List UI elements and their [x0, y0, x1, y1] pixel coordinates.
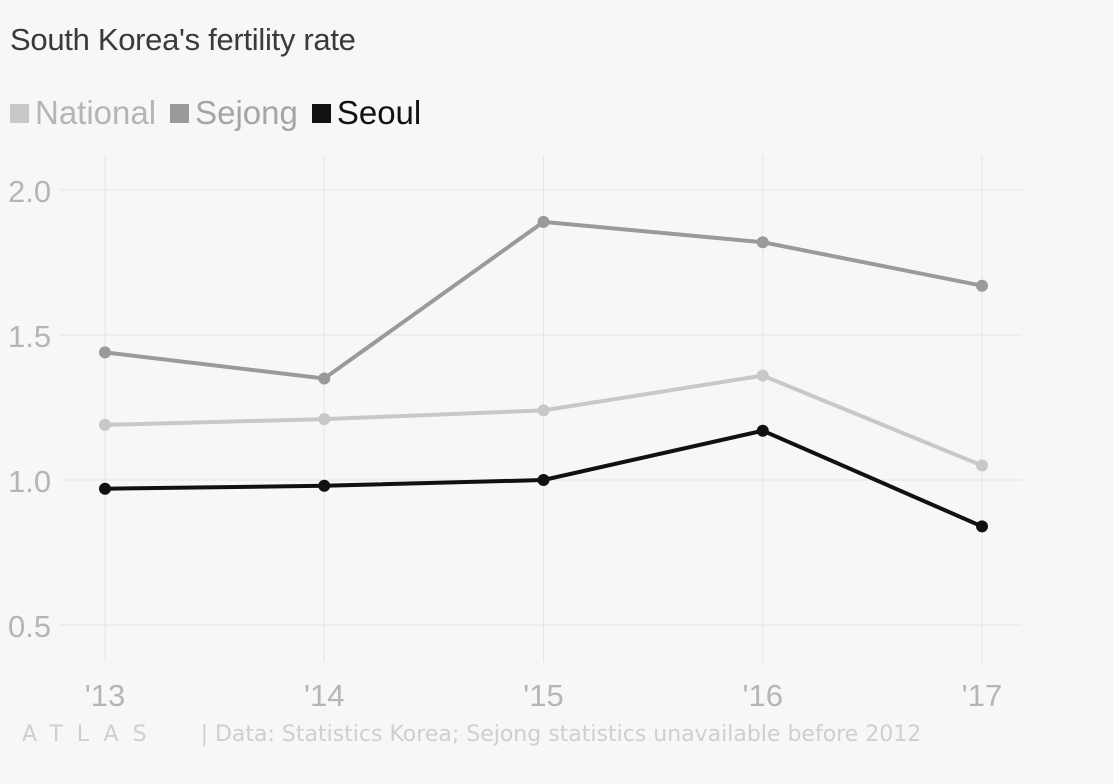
data-point-seoul	[756, 424, 769, 437]
data-point-seoul	[318, 479, 331, 492]
y-tick-label: 2.0	[8, 174, 51, 209]
data-point-national	[756, 369, 769, 382]
legend-item-sejong: Sejong	[170, 94, 298, 132]
x-tick-label: '16	[743, 678, 783, 713]
data-point-national	[318, 413, 331, 426]
data-point-sejong	[537, 215, 550, 228]
data-point-sejong	[976, 279, 988, 292]
data-point-national	[976, 459, 988, 472]
data-point-sejong	[318, 372, 331, 385]
data-point-seoul	[976, 520, 988, 533]
legend-item-seoul: Seoul	[311, 94, 422, 132]
footer: ATLAS | Data: Statistics Korea; Sejong s…	[22, 722, 921, 747]
data-point-sejong	[99, 346, 111, 359]
data-point-sejong	[756, 236, 769, 249]
atlas-logo: ATLAS	[22, 722, 161, 747]
x-tick-label: '15	[523, 678, 563, 713]
chart-title: South Korea's fertility rate	[10, 22, 356, 57]
legend-swatch-national	[10, 103, 29, 123]
x-tick-label: '13	[85, 678, 125, 713]
legend-label-seoul: Seoul	[336, 94, 422, 131]
legend: National Sejong Seoul	[10, 94, 435, 132]
data-point-national	[99, 418, 111, 431]
x-tick-label: '17	[962, 678, 1002, 713]
y-tick-label: 0.5	[8, 609, 51, 644]
y-tick-label: 1.0	[8, 464, 51, 499]
legend-swatch-seoul	[311, 103, 331, 123]
legend-item-national: National	[10, 94, 156, 132]
data-point-seoul	[99, 482, 111, 495]
y-tick-label: 1.5	[8, 319, 51, 354]
legend-label-national: National	[35, 94, 157, 131]
source-note: | Data: Statistics Korea; Sejong statist…	[200, 722, 922, 747]
x-tick-label: '14	[304, 678, 344, 713]
legend-swatch-sejong	[170, 103, 190, 123]
legend-label-sejong: Sejong	[195, 94, 298, 131]
data-point-national	[537, 404, 550, 417]
data-point-seoul	[537, 474, 550, 486]
